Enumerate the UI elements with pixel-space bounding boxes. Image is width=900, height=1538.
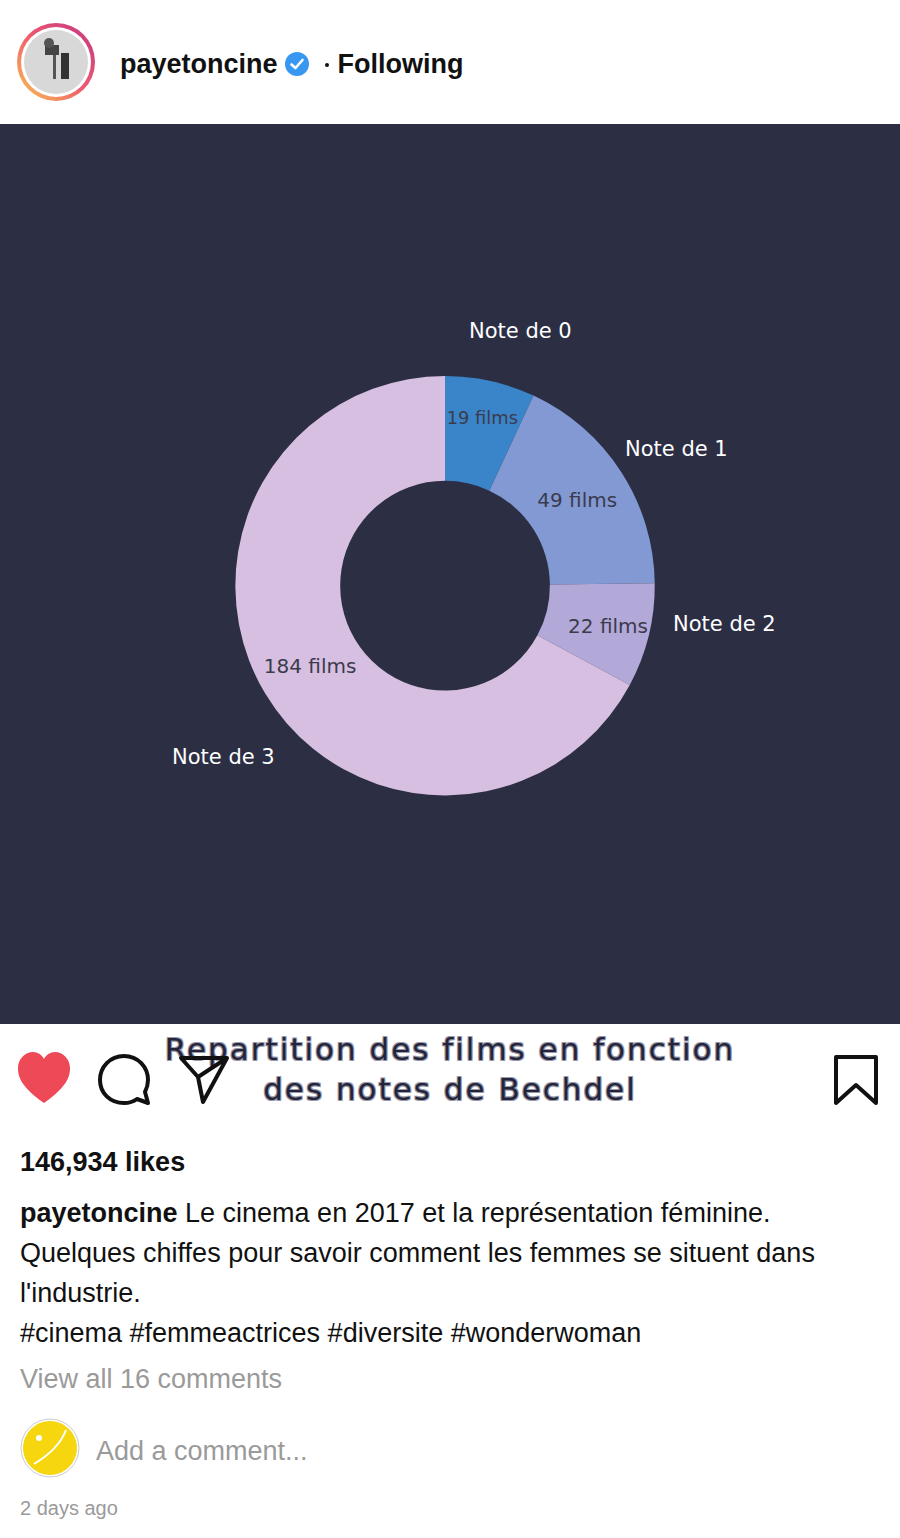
html-text:146,934 likes: 146,934 likes xyxy=(20,1147,186,1177)
html-text:Add a comment...: Add a comment... xyxy=(96,1436,308,1466)
svg-text:19 films: 19 films xyxy=(447,407,518,428)
svg-text:184 films: 184 films xyxy=(264,654,357,678)
svg-text:Note de 2: Note de 2 xyxy=(673,612,776,636)
svg-text:22 films: 22 films xyxy=(568,614,648,638)
html-text:payetoncine: payetoncine xyxy=(120,48,278,79)
html-text:2 days ago: 2 days ago xyxy=(20,1497,118,1519)
html-text:payetoncine Le cinema en 2017: payetoncine Le cinema en 2017 et la repr… xyxy=(20,1198,815,1308)
svg-text:Note de 1: Note de 1 xyxy=(625,437,728,461)
html-text:#cinema #femmeactrices #divers: #cinema #femmeactrices #diversite #wonde… xyxy=(20,1318,642,1348)
svg-text:Note de 3: Note de 3 xyxy=(172,745,275,769)
html-text:Following: Following xyxy=(337,48,464,79)
html-text:View all 16 comments: View all 16 comments xyxy=(20,1364,283,1394)
html-text:Repartition des films en fonct: Repartition des films en fonction des no… xyxy=(164,1031,736,1107)
svg-text:49 films: 49 films xyxy=(537,488,617,512)
svg-text:Note de 0: Note de 0 xyxy=(469,319,572,343)
